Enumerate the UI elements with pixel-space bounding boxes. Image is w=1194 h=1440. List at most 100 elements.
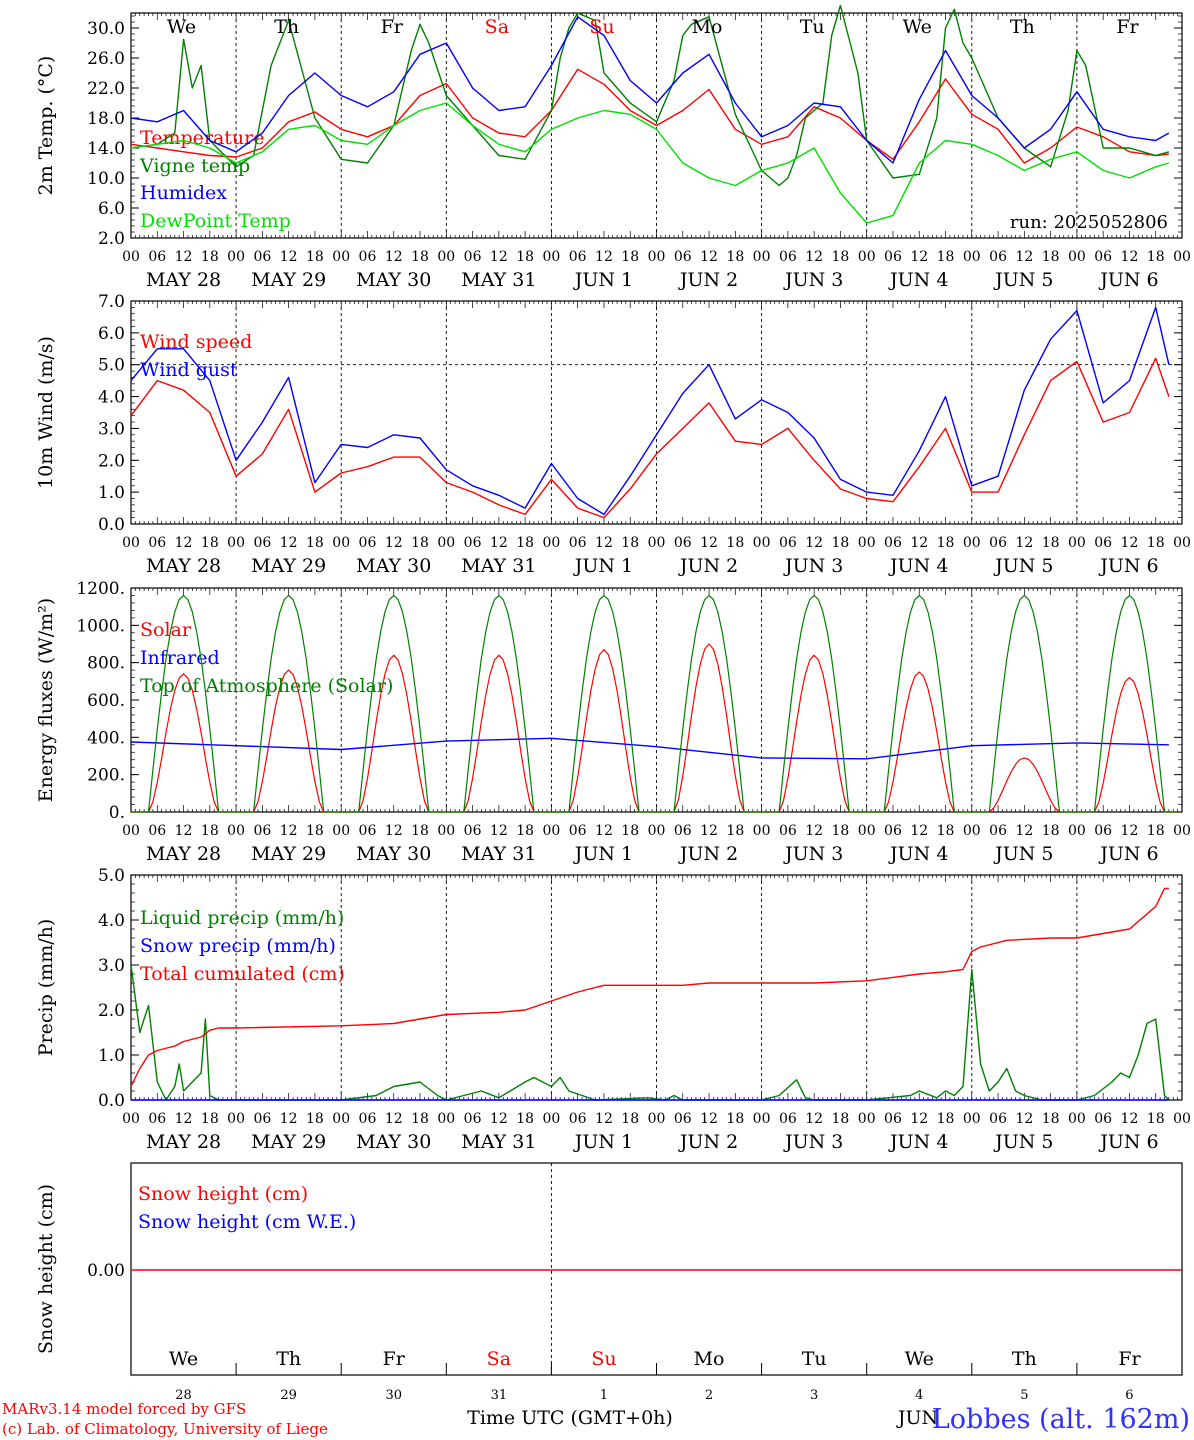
- hour-label: 06: [253, 249, 271, 265]
- hour-label: 12: [700, 823, 718, 839]
- hour-label: 06: [359, 249, 377, 265]
- y-tick-label: 22.0: [87, 79, 125, 99]
- legend-entry: Snow height (cm W.E.): [138, 1211, 356, 1233]
- hour-label: 12: [280, 249, 298, 265]
- hour-label: 06: [989, 1111, 1007, 1127]
- y-axis-label: Energy fluxes (W/m²): [35, 598, 57, 802]
- hour-label: 06: [1094, 823, 1112, 839]
- hour-label: 00: [753, 535, 771, 551]
- hour-label: 12: [805, 1111, 823, 1127]
- hour-label: 12: [490, 1111, 508, 1127]
- hour-label: 12: [910, 535, 928, 551]
- hour-label: 18: [937, 535, 955, 551]
- hour-label: 12: [805, 535, 823, 551]
- date-label: JUN 3: [783, 269, 843, 291]
- date-label: JUN 3: [783, 1131, 843, 1153]
- hour-label: 12: [1121, 823, 1139, 839]
- date-label: JUN 1: [573, 269, 633, 291]
- panel-2-frame: [130, 587, 1183, 813]
- date-label: MAY 31: [461, 555, 536, 577]
- hour-label: 00: [332, 249, 350, 265]
- hour-label: 12: [595, 249, 613, 265]
- legend-entry: Top of Atmosphere (Solar): [140, 675, 393, 697]
- date-label: MAY 29: [251, 1131, 326, 1153]
- hour-label: 12: [700, 1111, 718, 1127]
- day-number-label: 30: [385, 1388, 402, 1403]
- date-label: JUN 3: [783, 555, 843, 577]
- weekday-label-bottom: Su: [591, 1348, 616, 1370]
- hour-label: 06: [148, 535, 166, 551]
- weekday-label-bottom: Tu: [802, 1348, 827, 1370]
- series-solar-line: [131, 643, 1178, 813]
- day-number-label: 31: [491, 1388, 508, 1403]
- hour-label: 18: [1147, 1111, 1165, 1127]
- hour-label: 12: [280, 535, 298, 551]
- y-tick-label: 1.0: [98, 1046, 125, 1066]
- weekday-label-top: Mo: [692, 16, 723, 38]
- y-tick-label: 1200.: [76, 579, 125, 599]
- hour-label: 18: [937, 249, 955, 265]
- y-tick-label: 3.0: [98, 956, 125, 976]
- hour-label: 00: [1068, 535, 1086, 551]
- date-label: JUN 2: [678, 555, 738, 577]
- hour-label: 00: [753, 249, 771, 265]
- weekday-label-bottom: Fr: [383, 1348, 406, 1370]
- date-label: JUN 5: [993, 1131, 1053, 1153]
- hour-label: 00: [122, 535, 140, 551]
- hour-label: 00: [753, 1111, 771, 1127]
- hour-label: 12: [490, 249, 508, 265]
- hour-label: 18: [411, 1111, 429, 1127]
- hour-label: 06: [253, 535, 271, 551]
- hour-label: 18: [411, 535, 429, 551]
- hour-label: 12: [175, 535, 193, 551]
- y-tick-label: 7.0: [98, 292, 125, 312]
- hour-label: 12: [175, 1111, 193, 1127]
- date-label: JUN 4: [888, 555, 948, 577]
- hour-label: 06: [779, 249, 797, 265]
- hour-label: 00: [858, 1111, 876, 1127]
- day-number-label: 4: [915, 1388, 923, 1403]
- hour-label: 00: [542, 535, 560, 551]
- legend-entry: Humidex: [140, 182, 227, 204]
- weekday-label-top: Fr: [1116, 16, 1139, 38]
- hour-label: 18: [306, 823, 324, 839]
- weekday-label-top: We: [167, 16, 196, 38]
- date-label: MAY 29: [251, 843, 326, 865]
- hour-label: 18: [726, 823, 744, 839]
- series-total-cumulated-cm--line: [130, 887, 1169, 1087]
- y-tick-label: 10.0: [87, 169, 125, 189]
- y-tick-label: 200.: [87, 766, 125, 786]
- y-tick-label: 3.0: [98, 419, 125, 439]
- date-label: MAY 28: [146, 269, 221, 291]
- y-tick-label: 26.0: [87, 49, 125, 69]
- date-label: MAY 28: [146, 843, 221, 865]
- hour-label: 00: [648, 535, 666, 551]
- hour-label: 06: [674, 535, 692, 551]
- hour-label: 00: [122, 823, 140, 839]
- hour-label: 12: [490, 823, 508, 839]
- hour-label: 00: [332, 1111, 350, 1127]
- hour-label: 12: [175, 249, 193, 265]
- series-top-of-atmosphere-solar--line: [131, 594, 1178, 813]
- legend-entry: Temperature: [140, 127, 264, 149]
- hour-label: 18: [306, 249, 324, 265]
- date-label: JUN 4: [888, 1131, 948, 1153]
- date-label: MAY 28: [146, 555, 221, 577]
- x-axis-title: Time UTC (GMT+0h): [467, 1407, 673, 1429]
- weekday-label-top: Su: [589, 16, 614, 38]
- legend-entry: DewPoint Temp: [140, 210, 291, 232]
- hour-label: 00: [858, 823, 876, 839]
- hour-label: 06: [1094, 1111, 1112, 1127]
- hour-label: 18: [726, 535, 744, 551]
- series-wind-speed-line: [130, 357, 1170, 519]
- hour-label: 18: [411, 823, 429, 839]
- hour-label: 00: [437, 249, 455, 265]
- hour-label: 00: [437, 823, 455, 839]
- hour-label: 12: [175, 823, 193, 839]
- y-axis-label: 2m Temp. (°C): [35, 56, 57, 196]
- legend-entry: Infrared: [140, 647, 220, 669]
- date-label: JUN 6: [1098, 269, 1158, 291]
- hour-label: 06: [569, 1111, 587, 1127]
- series-dewpoint-temp-line: [130, 102, 1170, 224]
- date-label: MAY 28: [146, 1131, 221, 1153]
